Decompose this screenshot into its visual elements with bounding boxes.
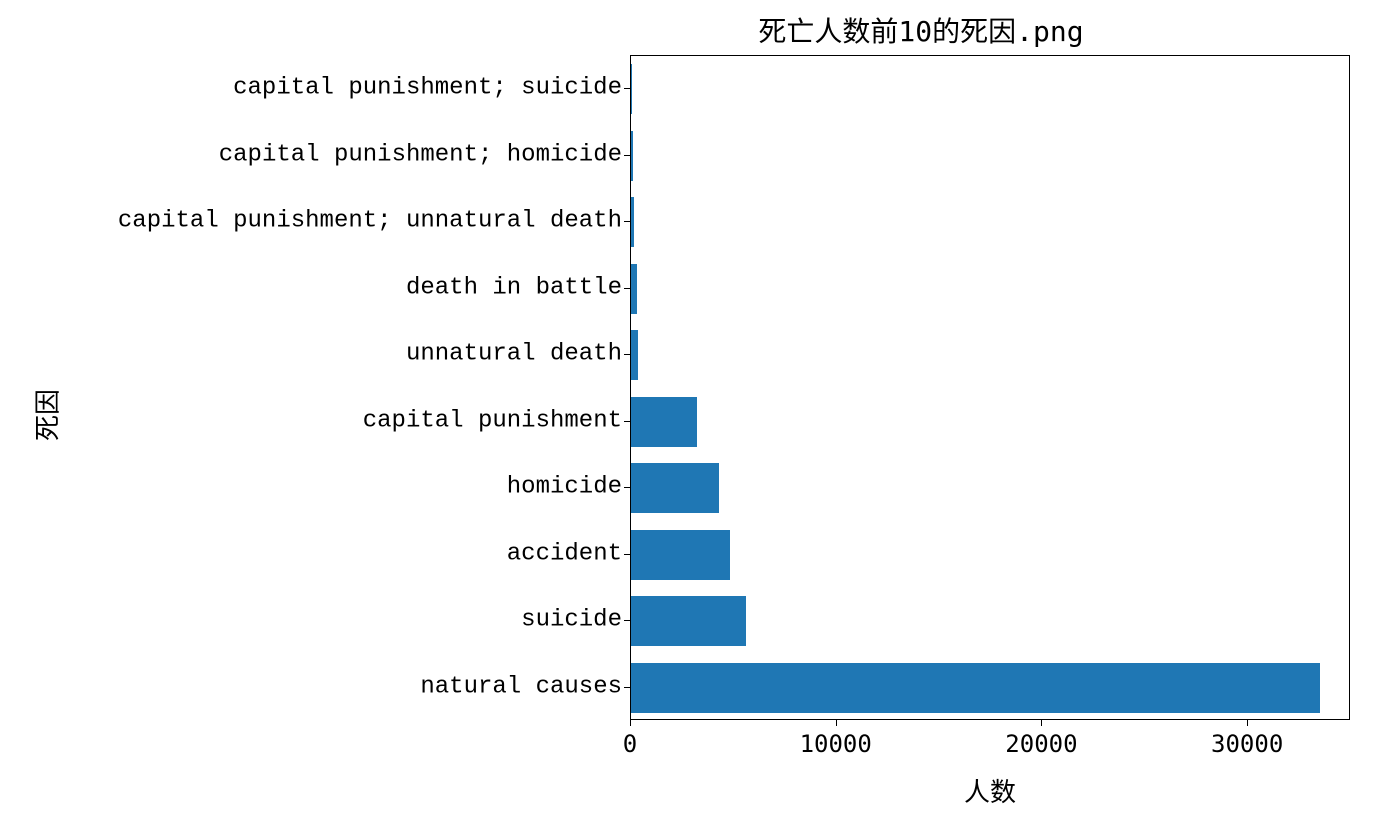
x-tick-label: 30000	[1211, 730, 1283, 758]
chart-title: 死亡人数前10的死因.png	[0, 10, 1392, 50]
x-axis-label: 人数	[630, 772, 1350, 809]
y-tick-label: capital punishment; suicide	[233, 75, 622, 102]
y-tick-mark	[624, 487, 630, 488]
y-tick-mark	[624, 687, 630, 688]
y-axis-label: 死因	[28, 388, 65, 440]
y-tick-label: unnatural death	[406, 341, 622, 368]
y-tick-mark	[624, 288, 630, 289]
y-tick-mark	[624, 554, 630, 555]
bar	[631, 663, 1320, 713]
y-tick-mark	[624, 421, 630, 422]
y-tick-label: natural causes	[420, 673, 622, 700]
bar	[631, 197, 634, 247]
bar	[631, 131, 633, 181]
y-tick-label: capital punishment	[363, 407, 622, 434]
y-tick-label: capital punishment; homicide	[219, 141, 622, 168]
x-tick-mark	[630, 720, 631, 726]
x-tick-label: 10000	[800, 730, 872, 758]
y-tick-mark	[624, 620, 630, 621]
plot-area	[630, 55, 1350, 720]
x-tick-mark	[1041, 720, 1042, 726]
y-tick-mark	[624, 88, 630, 89]
bar	[631, 397, 697, 447]
y-tick-label: homicide	[507, 474, 622, 501]
x-tick-label: 0	[623, 730, 637, 758]
y-tick-label: death in battle	[406, 274, 622, 301]
bar	[631, 264, 637, 314]
x-tick-mark	[1247, 720, 1248, 726]
bar	[631, 64, 632, 114]
y-tick-label: capital punishment; unnatural death	[118, 208, 622, 235]
bar	[631, 596, 746, 646]
x-tick-mark	[836, 720, 837, 726]
y-tick-label: accident	[507, 540, 622, 567]
bar	[631, 330, 638, 380]
y-tick-mark	[624, 354, 630, 355]
chart-container: 死亡人数前10的死因.png 死因 capital punishment; su…	[0, 0, 1392, 829]
bar	[631, 530, 730, 580]
y-tick-label: suicide	[521, 607, 622, 634]
bar	[631, 463, 719, 513]
x-tick-label: 20000	[1005, 730, 1077, 758]
y-tick-mark	[624, 155, 630, 156]
y-tick-mark	[624, 221, 630, 222]
